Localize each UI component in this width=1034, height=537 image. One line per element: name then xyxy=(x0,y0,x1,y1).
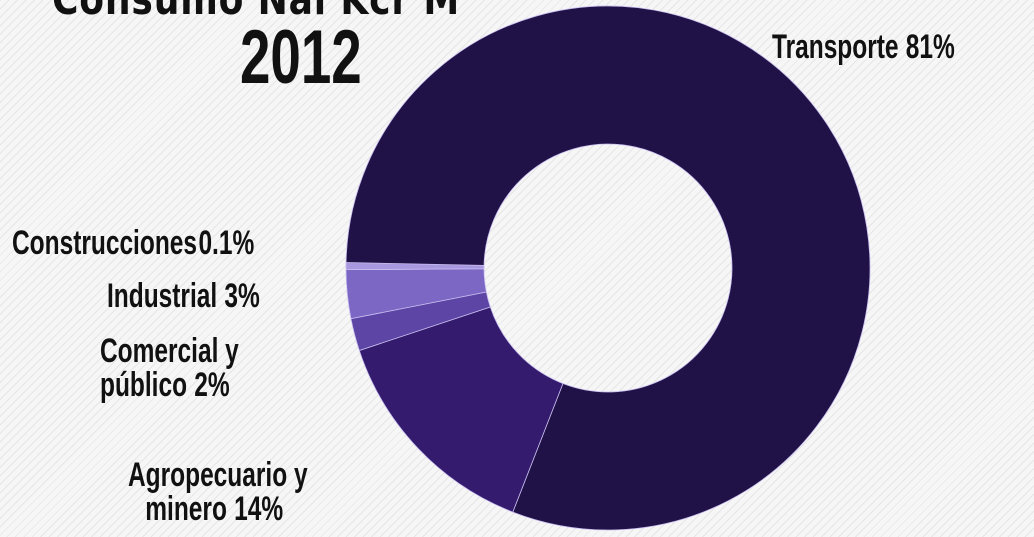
label-agro-pct: 14% xyxy=(234,490,284,528)
label-transporte: Transporte 81% xyxy=(772,30,955,64)
donut-slice-agropecuario-y-minero xyxy=(358,306,564,513)
label-transporte-name: Transporte xyxy=(772,28,899,66)
label-industrial: Industrial 3% xyxy=(107,279,260,313)
label-industrial-pct: 3% xyxy=(224,277,260,315)
donut-slice-transporte xyxy=(345,5,871,531)
label-comercial-name-line1: Comercial y xyxy=(100,332,239,370)
chart-title-line-1: Consumo Nal Kcr M xyxy=(52,0,460,25)
label-agro: Agropecuario y minero 14% xyxy=(128,458,308,526)
label-construcciones-pct: 0.1% xyxy=(198,224,255,262)
chart-title-line-2: 2012 xyxy=(240,15,362,100)
label-comercial-pct: 2% xyxy=(194,366,230,404)
donut-hole xyxy=(485,145,731,391)
label-comercial-name-line2: público xyxy=(100,366,188,404)
label-agro-name-line2: minero xyxy=(145,490,227,528)
donut-slice-construcciones xyxy=(345,262,485,271)
label-agro-line2: minero 14% xyxy=(128,492,308,526)
label-construcciones-name: Construcciones xyxy=(12,224,198,262)
label-agro-name-line1: Agropecuario y xyxy=(128,456,308,494)
label-comercial: Comercial y público 2% xyxy=(100,334,239,402)
label-comercial-line2: público 2% xyxy=(100,368,239,402)
label-industrial-name: Industrial xyxy=(107,277,218,315)
label-transporte-pct: 81% xyxy=(905,28,955,66)
label-construcciones: Construcciones0.1% xyxy=(12,226,254,260)
